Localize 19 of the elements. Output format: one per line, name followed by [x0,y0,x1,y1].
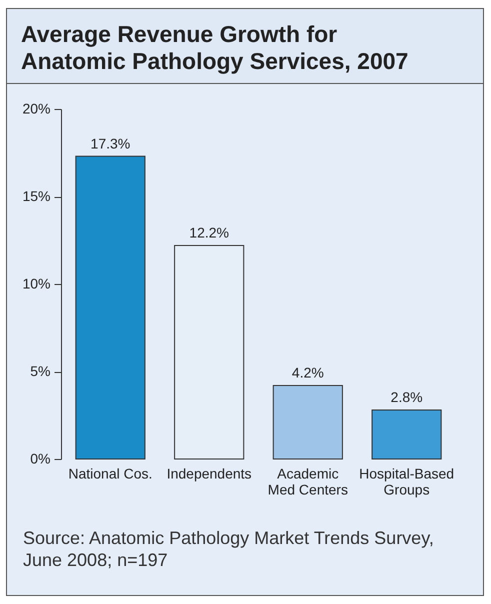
bar [174,245,244,460]
chart-title: Average Revenue Growth for Anatomic Pathology Services, 2007 [7,9,483,84]
y-tick-label: 20% [22,100,50,116]
y-tick-label: 10% [22,276,50,292]
x-tick-label: Independents [166,466,252,482]
data-label: 2.8% [390,389,423,405]
bar [272,385,343,460]
data-label: 12.2% [189,224,229,240]
x-tick-label: Hospital-Based Groups [359,466,454,498]
y-tick-label: 5% [30,363,50,379]
x-tick-label: Academic Med Centers [268,466,348,498]
data-label: 17.3% [90,135,130,152]
x-tick-label: National Cos. [68,466,152,482]
data-label: 4.2% [292,364,324,380]
bar [372,410,442,460]
bar [75,156,146,460]
y-tick-label: 15% [22,188,50,204]
y-tick-label: 0% [30,450,50,466]
source-note: Source: Anatomic Pathology Market Trends Survey, June 2008; n=197 [23,527,435,571]
